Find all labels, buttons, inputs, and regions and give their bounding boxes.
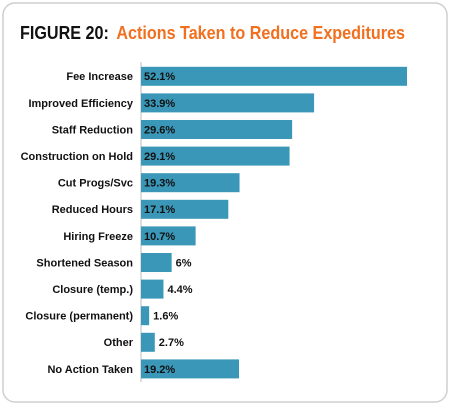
category-label: Shortened Season bbox=[36, 257, 133, 269]
chart-title: FIGURE 20: Actions Taken to Reduce Exped… bbox=[20, 23, 405, 43]
bar bbox=[141, 306, 150, 326]
bar bbox=[141, 120, 293, 139]
value-label: 29.6% bbox=[144, 124, 175, 136]
value-label: 10.7% bbox=[144, 231, 175, 243]
category-label: Reduced Hours bbox=[52, 204, 133, 216]
category-label: Other bbox=[104, 337, 134, 349]
bar bbox=[141, 226, 196, 246]
value-label: 1.6% bbox=[153, 311, 178, 323]
figure-label: FIGURE 20: bbox=[20, 23, 109, 43]
bar bbox=[141, 279, 164, 299]
bar bbox=[141, 332, 155, 352]
value-label: 17.1% bbox=[144, 204, 175, 216]
value-label: 19.2% bbox=[144, 364, 175, 376]
bar bbox=[141, 199, 229, 219]
bar bbox=[141, 93, 315, 113]
category-label: Closure (permanent) bbox=[25, 311, 133, 323]
bar bbox=[141, 146, 290, 166]
category-label: Staff Reduction bbox=[52, 124, 134, 136]
category-label: Cut Progs/Svc bbox=[58, 178, 133, 190]
value-label: 19.3% bbox=[144, 178, 175, 190]
category-label: Closure (temp.) bbox=[52, 284, 133, 296]
value-label: 4.4% bbox=[167, 284, 192, 296]
category-label: Hiring Freeze bbox=[63, 231, 133, 243]
category-label: No Action Taken bbox=[47, 364, 133, 376]
bar bbox=[141, 173, 240, 193]
title-text: Actions Taken to Reduce Expeditures bbox=[116, 23, 405, 43]
value-label: 2.7% bbox=[159, 337, 184, 349]
value-label: 33.9% bbox=[144, 98, 175, 110]
category-label: Fee Increase bbox=[66, 71, 133, 83]
bar bbox=[141, 359, 240, 379]
category-label: Construction on Hold bbox=[21, 151, 133, 163]
value-label: 6% bbox=[176, 257, 192, 269]
bar bbox=[141, 253, 172, 272]
value-label: 29.1% bbox=[144, 151, 175, 163]
bar bbox=[141, 66, 407, 86]
category-label: Improved Efficiency bbox=[28, 98, 133, 110]
value-label: 52.1% bbox=[144, 71, 175, 83]
